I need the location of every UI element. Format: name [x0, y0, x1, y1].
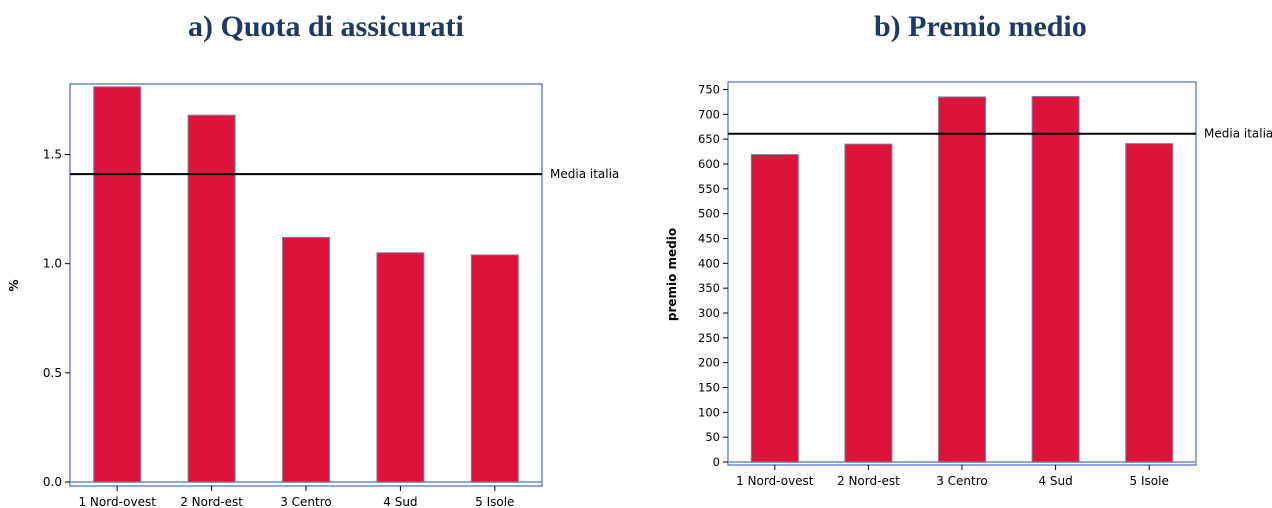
- chart-a-x-tick-label: 3 Centro: [280, 495, 332, 508]
- chart-a-y-tick-label: 1.5: [43, 148, 62, 162]
- chart-b-y-tick-label: 50: [705, 430, 720, 444]
- chart-a-bar-2: [187, 114, 236, 483]
- chart-b-x-tick-label: 4 Sud: [1038, 474, 1072, 488]
- chart-a-x-tick-label: 5 Isole: [475, 495, 514, 508]
- chart-b-y-tick-label: 550: [698, 182, 720, 196]
- chart-a-bar-1: [93, 86, 142, 483]
- chart-b-bar-1: [750, 154, 799, 463]
- chart-b-y-tick-label: 600: [698, 157, 720, 171]
- chart-b-x-tick-label: 2 Nord-est: [837, 474, 900, 488]
- chart-b-bar-5: [1125, 143, 1174, 463]
- chart-b-title: b) Premio medio: [874, 10, 1087, 43]
- chart-b-y-tick-label: 450: [698, 231, 720, 245]
- chart-a-bar-4: [376, 252, 425, 483]
- chart-b-y-tick-label: 750: [698, 82, 720, 96]
- chart-a-y-axis-label: %: [7, 279, 21, 291]
- chart-a-y-tick-label: 0.5: [43, 366, 62, 380]
- chart-b-bar-2: [844, 143, 893, 463]
- chart-b-x-tick-label: 5 Isole: [1130, 474, 1169, 488]
- chart-b-y-tick-label: 200: [698, 356, 720, 370]
- chart-b-y-tick-label: 500: [698, 207, 720, 221]
- chart-b-y-axis-label: premio medio: [665, 228, 679, 321]
- chart-b-y-tick-label: 150: [698, 380, 720, 394]
- chart-a-x-tick-label: 2 Nord-est: [180, 495, 243, 508]
- chart-b-x-tick-label: 3 Centro: [936, 474, 988, 488]
- chart-a-x-tick-label: 4 Sud: [383, 495, 417, 508]
- chart-b-y-tick-label: 350: [698, 281, 720, 295]
- chart-b-bar-3: [938, 96, 986, 463]
- chart-a-bar-3: [282, 236, 330, 483]
- chart-a-x-tick-label: 1 Nord-ovest: [78, 495, 156, 508]
- chart-a-bar-5: [470, 254, 519, 483]
- chart-b-y-tick-label: 650: [698, 132, 720, 146]
- chart-b-reference-label: Media italia: [1204, 127, 1272, 141]
- chart-a-reference-label: Media italia: [550, 167, 619, 181]
- chart-b-y-tick-label: 100: [698, 405, 720, 419]
- chart-a-y-tick-label: 1.0: [43, 257, 62, 271]
- chart-b-y-tick-label: 700: [698, 107, 720, 121]
- chart-b-y-tick-label: 250: [698, 331, 720, 345]
- chart-b-bar-4: [1031, 95, 1080, 463]
- chart-b-y-tick-label: 400: [698, 256, 720, 270]
- chart-b-y-tick-label: 300: [698, 306, 720, 320]
- chart-a-y-tick-label: 0.0: [43, 475, 62, 489]
- chart-a-title: a) Quota di assicurati: [188, 10, 464, 43]
- chart-b-y-tick-label: 0: [713, 455, 720, 469]
- chart-b-x-tick-label: 1 Nord-ovest: [736, 474, 814, 488]
